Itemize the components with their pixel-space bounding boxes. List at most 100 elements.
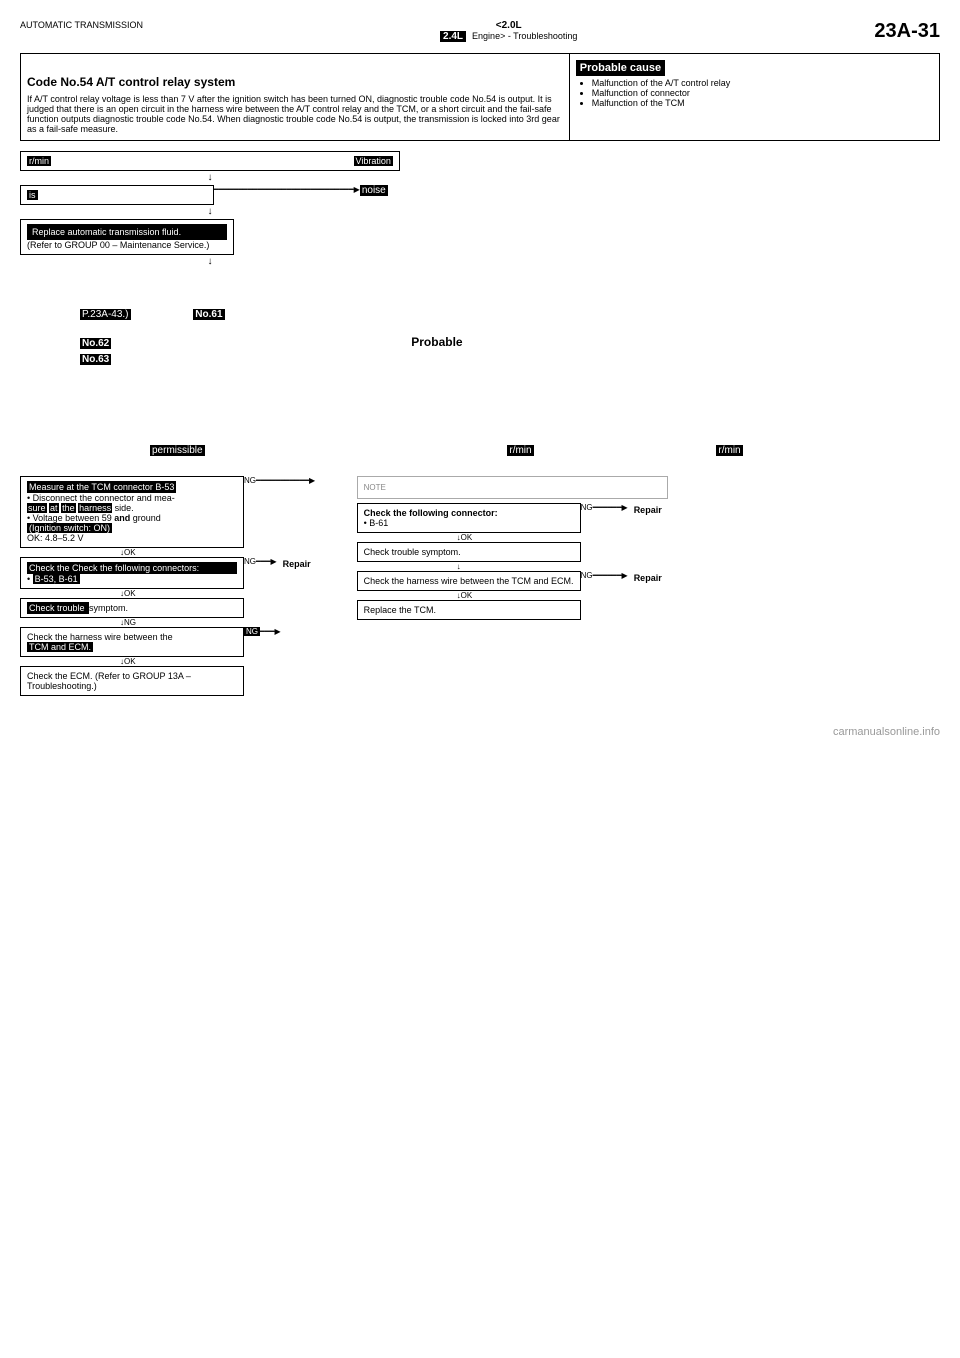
ng-arrow: NG ━━━━━━━━━━━▶: [244, 476, 315, 485]
box-line-suffix: side.: [115, 503, 134, 513]
ok-label: OK: [124, 589, 136, 598]
replace-fluid-sub: (Refer to GROUP 00 – Maintenance Service…: [27, 240, 227, 250]
box-ok: OK: 4.8–5.2 V: [27, 533, 237, 543]
no62-label: No.62: [80, 338, 111, 349]
arrow-right-icon: ━━━━━━▶: [593, 503, 628, 512]
ok-arrow: ↓ OK: [457, 533, 668, 542]
section2-hints: permissible r/min r/min: [20, 425, 940, 456]
ng-label: NG: [124, 618, 136, 627]
following-conn: Check the following connectors:: [72, 563, 199, 573]
measure-tcm-box: Measure at the TCM connector B-53 • Disc…: [20, 476, 244, 548]
code54-cause-list: Malfunction of the A/T control relay Mal…: [576, 78, 933, 108]
ok-arrow: ↓ OK: [120, 589, 317, 598]
ng-arrow: NG ━━━▶: [244, 557, 277, 566]
replace-fluid-header: Replace automatic transmission fluid.: [27, 224, 227, 240]
ok-arrow: ↓ OK: [457, 591, 668, 600]
cause-item: Malfunction of connector: [592, 88, 933, 98]
watermark: carmanualsonline.info: [20, 726, 940, 738]
arrow-down: ↓: [457, 562, 668, 571]
rmin-label-2: r/min: [716, 445, 742, 456]
flow-box: r/min Vibration: [20, 151, 400, 171]
ok-arrow: ↓ OK: [120, 548, 317, 557]
check-ecm-box: Check the ECM. (Refer to GROUP 13A – Tro…: [20, 666, 244, 696]
ng-label: NG: [244, 557, 256, 566]
note-box: NOTE: [357, 476, 668, 499]
vibration-label: Vibration: [354, 156, 393, 166]
conn-item: • B-61: [364, 518, 574, 528]
flow-right-column: NOTE Check the following connector: • B-…: [357, 476, 668, 620]
is-label: is: [27, 190, 38, 200]
arrow-right-icon: ━━━━━━▶: [593, 571, 628, 580]
ok-label: OK: [461, 533, 473, 542]
permissible-label: permissible: [150, 445, 205, 456]
probable-cause-label: Probable cause: [576, 60, 933, 76]
ng-label: NG: [581, 571, 593, 580]
probable-word: Probable cause: [576, 60, 665, 76]
arrow-down-icon: ↓: [20, 255, 400, 269]
flow-box: is: [20, 185, 214, 205]
code54-header-row: Code No.54 A/T control relay system If A…: [20, 53, 940, 141]
header-sub: Engine> - Troubleshooting: [472, 31, 577, 42]
box-line: (Ignition switch: ON): [27, 523, 112, 533]
box-line-highlight: at: [49, 503, 59, 513]
arrow-right-icon: ━━━▶: [256, 557, 277, 566]
check-connector-box-r: Check the following connector: • B-61: [357, 503, 581, 533]
arrow-right-icon: ━━━━━━━━━━━▶: [256, 476, 315, 485]
page-header: AUTOMATIC TRANSMISSION <2.0L 2.4L Engine…: [20, 20, 940, 43]
box-line-highlight: sure: [27, 503, 47, 513]
code54-desc-cell: Code No.54 A/T control relay system If A…: [21, 54, 570, 140]
header-model: 2.4L: [440, 31, 466, 42]
box-line: • Voltage between 59 and ground: [27, 513, 237, 523]
box-line: • Disconnect the connector and mea-: [27, 493, 237, 503]
rmin-label-1: r/min: [507, 445, 533, 456]
arrow-down-icon: ↓: [457, 562, 461, 571]
code54-title: Code No.54 A/T control relay system: [27, 75, 563, 89]
check-harness-box-r: Check the harness wire between the TCM a…: [357, 571, 581, 591]
no63-label: No.63: [80, 354, 111, 365]
header-center: <2.0L 2.4L Engine> - Troubleshooting: [143, 20, 874, 42]
page-number: 23A-31: [874, 20, 940, 43]
flow-left-column: Measure at the TCM connector B-53 • Disc…: [20, 476, 317, 696]
repair-label: Repair: [277, 557, 317, 571]
ok-label: OK: [124, 657, 136, 666]
check-harness-box: Check the harness wire between the TCM a…: [20, 627, 244, 657]
repair-label: Repair: [628, 571, 668, 585]
box-header: Measure at the TCM connector B-53: [29, 482, 174, 492]
replace-tcm-box: Replace the TCM.: [357, 600, 581, 620]
code54-flowchart: r/min Vibration ↓ is ━━━━━━━━━━━━━━━━━━━…: [20, 151, 940, 269]
noise-label: noise: [360, 185, 388, 196]
rmin-label: r/min: [27, 156, 51, 166]
ng-arrow: NG ━━━▶: [244, 627, 281, 636]
check-connectors-box: Check the Check the following connectors…: [20, 557, 244, 589]
code54-desc: If A/T control relay voltage is less tha…: [27, 94, 563, 134]
ng-arrow: NG ━━━━━━▶: [581, 503, 628, 512]
probable-label-2: Probable: [411, 335, 462, 349]
check-conn-text: Check the following connector:: [364, 508, 574, 518]
arrow-right-icon: ━━━━━━━━━━━━━━━━━━━━━━━━━━━━━▶: [214, 185, 360, 194]
arrow-right-icon: ━━━▶: [260, 627, 281, 636]
flow-box-replace-fluid: Replace automatic transmission fluid. (R…: [20, 219, 234, 255]
cause-item: Malfunction of the TCM: [592, 98, 933, 108]
code-references: P.23A-43.) No.61 No.62 Probable No.63: [20, 294, 940, 365]
code54-cause-cell: Probable cause Malfunction of the A/T co…: [570, 54, 939, 140]
arrow-down-icon: ↓: [20, 205, 400, 219]
ng-arrow: ↓ NG: [120, 618, 317, 627]
ng-label: NG: [581, 503, 593, 512]
harness-line1: Check the harness wire between the: [27, 632, 237, 642]
box-line-highlight: the: [61, 503, 76, 513]
ok-arrow: ↓ OK: [120, 657, 317, 666]
header-left: AUTOMATIC TRANSMISSION: [20, 20, 143, 30]
ng-label: NG: [244, 627, 260, 636]
ng-arrow: NG ━━━━━━▶: [581, 571, 628, 580]
conn-list: B-53, B-61: [33, 574, 80, 584]
arrow-down-icon: ↓: [20, 171, 400, 185]
box-line-highlight: harness: [78, 503, 112, 513]
ok-label: OK: [124, 548, 136, 557]
ok-label: OK: [461, 591, 473, 600]
no61-label: No.61: [193, 309, 224, 320]
header-center-top: <2.0L: [143, 20, 874, 31]
check-symptom-box-r: Check trouble symptom.: [357, 542, 581, 562]
ng-label: NG: [244, 476, 256, 485]
cause-item: Malfunction of the A/T control relay: [592, 78, 933, 88]
repair-label: Repair: [628, 503, 668, 517]
